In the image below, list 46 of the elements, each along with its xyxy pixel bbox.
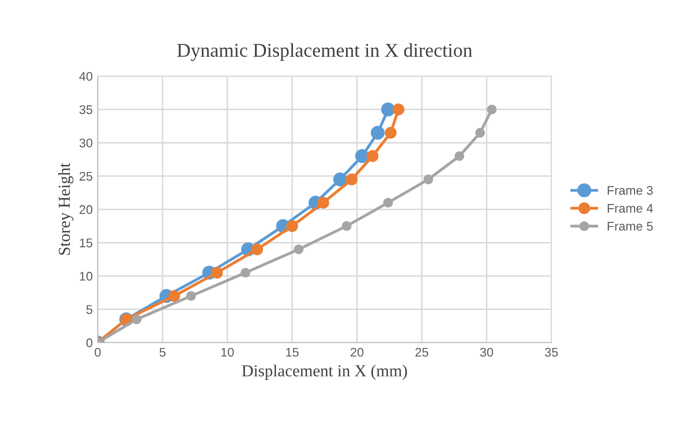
- y-tick-label: 20: [80, 205, 92, 214]
- y-tick-label: 40: [79, 72, 92, 81]
- y-tick-label: 5: [86, 305, 92, 314]
- point: [366, 150, 378, 162]
- x-tick-label: 0: [94, 348, 101, 357]
- y-tick-label: 30: [79, 138, 92, 148]
- y-axis-title: Storey Height: [58, 162, 74, 255]
- point: [132, 314, 142, 324]
- point: [186, 291, 196, 301]
- x-tick-label: 15: [286, 348, 299, 357]
- y-tick-label: 25: [80, 172, 92, 181]
- x-axis-title: Displacement in X (mm): [242, 364, 407, 380]
- point: [240, 268, 250, 278]
- point: [294, 244, 304, 254]
- legend-label: Frame 3: [608, 186, 653, 195]
- point: [168, 290, 180, 302]
- point: [251, 243, 264, 256]
- point: [333, 172, 348, 186]
- point: [355, 149, 370, 164]
- point: [383, 198, 393, 208]
- x-tick-label: 30: [480, 348, 494, 357]
- point: [286, 220, 298, 232]
- chart-title: Dynamic Displacement in X direction: [177, 43, 472, 61]
- point: [486, 104, 497, 114]
- x-tick-label: 35: [544, 348, 558, 357]
- point: [346, 174, 358, 186]
- y-tick-label: 35: [79, 105, 92, 114]
- point: [370, 126, 385, 140]
- point: [392, 104, 404, 116]
- point: [475, 128, 485, 138]
- y-tick-label: 15: [80, 238, 92, 248]
- y-tick-label: 10: [80, 272, 92, 281]
- x-tick-label: 5: [160, 348, 166, 357]
- point: [381, 102, 396, 116]
- point: [211, 266, 223, 279]
- x-tick-label: 25: [415, 348, 428, 357]
- point: [384, 126, 397, 139]
- x-tick-label: 20: [350, 348, 364, 357]
- point: [317, 196, 330, 209]
- legend-label: Frame 4: [608, 204, 653, 213]
- point: [454, 151, 464, 161]
- point: [342, 221, 352, 231]
- legend-label: Frame 5: [608, 222, 653, 231]
- x-tick-label: 10: [221, 348, 234, 357]
- point: [423, 174, 434, 184]
- y-tick-label: 0: [86, 338, 92, 348]
